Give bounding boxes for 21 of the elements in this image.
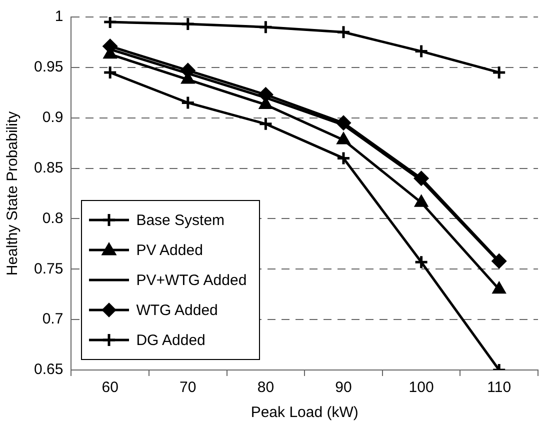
legend-label: Base System <box>136 212 225 228</box>
y-tick-label: 0.65 <box>34 361 64 378</box>
x-tick-label: 90 <box>335 379 352 396</box>
x-tick-label: 70 <box>180 379 196 396</box>
x-tick-label: 80 <box>257 379 274 396</box>
x-tick-label: 110 <box>487 379 512 396</box>
y-tick-label: 0.8 <box>42 210 64 227</box>
x-tick-label: 100 <box>408 379 434 396</box>
y-tick-label: 0.95 <box>34 58 64 76</box>
y-tick-label: 0.85 <box>34 159 64 176</box>
y-tick-label: 0.75 <box>34 260 64 278</box>
legend-label: WTG Added <box>136 302 218 318</box>
y-tick-label: 0.9 <box>42 109 64 126</box>
x-tick-label: 60 <box>102 379 118 396</box>
legend-label: PV Added <box>136 242 203 258</box>
legend-label: DG Added <box>136 332 206 348</box>
y-tick-label: 0.7 <box>42 310 64 328</box>
y-tick-label: 1 <box>54 8 64 26</box>
x-axis-title: Peak Load (kW) <box>250 404 358 422</box>
y-axis-title: Healthy State Probability <box>4 110 22 276</box>
legend-label: PV+WTG Added <box>136 272 247 288</box>
